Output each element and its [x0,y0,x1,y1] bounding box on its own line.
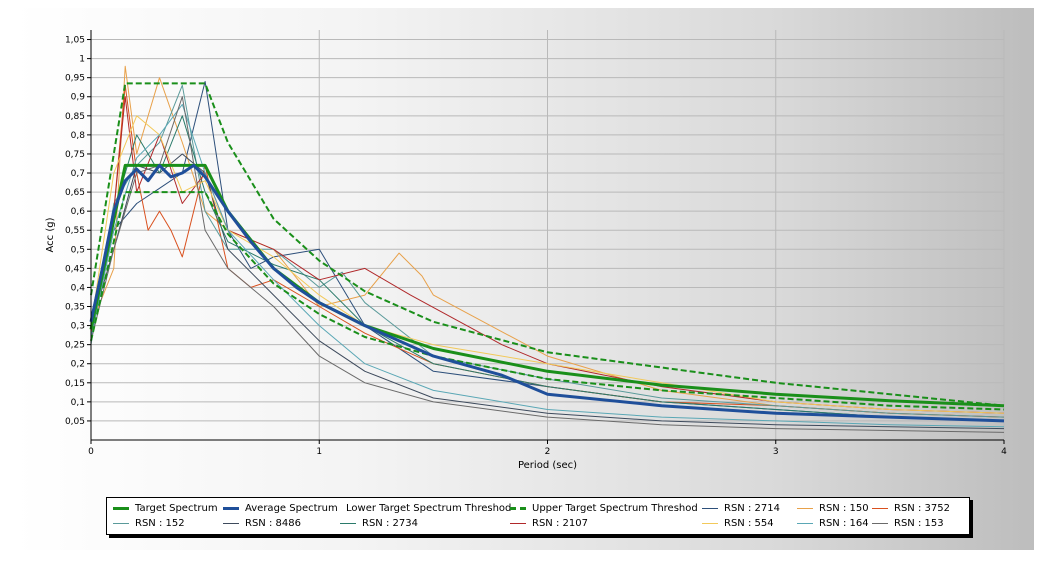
y-tick-label: 0,55 [65,226,85,236]
series-line-rsn-164 [90,103,1005,428]
legend-label: RSN : 8486 [245,518,301,529]
series-line-rsn-152 [90,84,1005,418]
spectrum-chart: 0,05 0,1 0,15 0,2 0,25 0,3 0,35 0,4 0,45 0,5 0,55 0… [45,30,1007,471]
legend-label: RSN : 153 [894,518,944,529]
y-tick-label: 0,35 [65,303,85,313]
legend-swatch [113,507,129,510]
y-tick-label: 0,2 [71,360,85,370]
legend-grid: Target Spectrum Average Spectrum Lower Tar… [107,498,969,530]
series-line-average-spectrum [89,163,1005,423]
x-tick-label: 0 [88,447,94,457]
legend-label: Lower Target Spectrum Threshod [346,503,512,514]
series-line-rsn-554 [90,115,1005,414]
y-axis-label: Acc (g) [45,217,56,252]
legend-swatch [223,507,239,510]
legend-swatch [797,508,813,509]
legend-item: Average Spectrum [223,502,340,515]
x-axis-label: Period (sec) [518,460,577,471]
y-tick-label: 0,3 [71,322,85,332]
y-tick-label: 0,8 [71,131,86,141]
legend-label: RSN : 2714 [724,503,780,514]
legend-label: RSN : 2107 [532,518,588,529]
legend-swatch [340,523,356,524]
x-tick-label: 1 [316,447,322,457]
y-tick-label: 0,15 [65,379,85,389]
axis-layer: 0,05 0,1 0,15 0,2 0,25 0,3 0,35 0,4 0,45 0,5 0,55 0… [45,30,1007,471]
legend-label: RSN : 164 [819,518,869,529]
y-tick-label: 0,25 [65,341,85,351]
series-layer [89,65,1005,433]
y-tick-label: 0,65 [65,188,85,198]
y-tick-label: 1,05 [65,36,85,46]
legend-label: Target Spectrum [135,503,218,514]
legend-swatch [872,523,888,524]
y-tick-label: 0,95 [65,74,85,84]
legend-item: Upper Target Spectrum Threshod [510,502,702,515]
x-tick-label: 2 [545,447,551,457]
x-tick-label: 4 [1001,447,1007,457]
legend-item: RSN : 8486 [223,517,340,530]
legend-swatch [510,507,526,510]
legend-label: Average Spectrum [245,503,338,514]
y-tick-label: 0,9 [71,93,86,103]
series-line-rsn-153 [90,96,1005,433]
legend-swatch [223,523,239,524]
legend-label: RSN : 3752 [894,503,950,514]
legend-swatch [702,523,718,524]
legend-item: RSN : 2107 [510,517,702,530]
legend-item: RSN : 153 [872,517,952,530]
legend-swatch [510,523,526,524]
series-line-rsn-2734 [90,115,1005,422]
legend-item: RSN : 164 [797,517,872,530]
y-tick-label: 0,85 [65,112,85,122]
y-tick-label: 0,4 [71,283,86,293]
legend-item: Target Spectrum [113,502,223,515]
legend-item: RSN : 150 [797,502,872,515]
chart-panel: 0,05 0,1 0,15 0,2 0,25 0,3 0,35 0,4 0,45 0,5 0,55 0… [14,8,1034,550]
legend-label: Upper Target Spectrum Threshod [532,503,698,514]
legend-swatch [797,523,813,524]
legend-item: Lower Target Spectrum Threshod [340,502,512,515]
legend-swatch [702,508,718,509]
y-tick-label: 0,5 [71,245,85,255]
series-line-rsn-2107 [90,96,1005,414]
legend-item: RSN : 152 [113,517,223,530]
legend-item: RSN : 2714 [702,502,797,515]
y-tick-label: 0,75 [65,150,85,160]
legend-label: RSN : 2734 [362,518,418,529]
x-tick-label: 3 [773,447,779,457]
y-tick-label: 0,1 [71,398,85,408]
y-tick-label: 0,6 [71,207,86,217]
legend-label: RSN : 150 [819,503,869,514]
legend-label: RSN : 152 [135,518,185,529]
legend-label: RSN : 554 [724,518,774,529]
legend-item: RSN : 2734 [340,517,510,530]
legend-item: RSN : 554 [702,517,797,530]
series-line-upper-target-spectrum-threshod [90,82,1005,407]
y-tick-label: 0,45 [65,264,85,274]
legend: Target Spectrum Average Spectrum Lower Tar… [106,497,970,535]
y-tick-label: 1 [79,55,85,65]
legend-swatch [872,508,888,509]
y-tick-label: 0,05 [65,417,85,427]
legend-item: RSN : 3752 [872,502,952,515]
legend-swatch [113,523,129,524]
y-tick-label: 0,7 [71,169,85,179]
series-line-lower-target-spectrum-threshod [90,191,1005,411]
